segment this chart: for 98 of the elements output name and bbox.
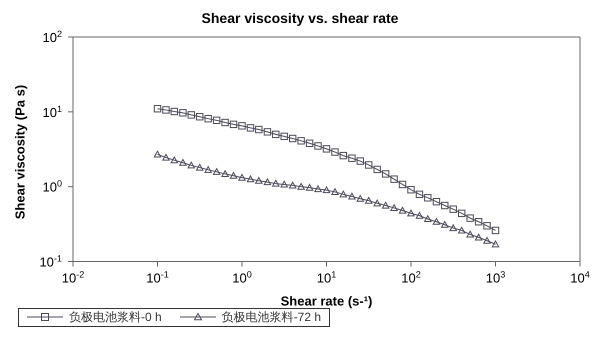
point: [230, 120, 238, 128]
point: [212, 116, 220, 124]
x-tick-label: 10$^{-2}$: [62, 270, 84, 286]
point: [230, 172, 238, 179]
point: [170, 108, 178, 116]
point: [196, 164, 204, 171]
point: [264, 178, 272, 186]
point: [322, 145, 330, 153]
x-axis-title: Shear rate (s-¹): [280, 294, 372, 308]
point: [373, 166, 381, 174]
point: [466, 230, 474, 238]
point: [398, 180, 406, 188]
x-tick-label: 10$^{0}$: [232, 270, 252, 286]
chart-title: Shear viscosity vs. shear rate: [200, 9, 400, 28]
point: [331, 188, 339, 196]
point: [272, 180, 280, 187]
point: [365, 161, 372, 169]
point: [365, 196, 372, 204]
point: [280, 180, 288, 188]
point: [441, 202, 448, 210]
point: [483, 236, 491, 244]
point: [348, 154, 356, 162]
point: [255, 126, 262, 134]
point: [424, 194, 432, 202]
legend-label: 负极电池浆料-0 h: [68, 308, 162, 326]
x-tick-label: 10$^{-1}$: [146, 270, 169, 286]
point: [179, 159, 187, 166]
point: [246, 124, 254, 132]
point: [221, 170, 229, 177]
point: [340, 190, 347, 198]
point: [483, 222, 491, 230]
point: [204, 114, 212, 122]
point: [382, 170, 390, 178]
point: [162, 154, 170, 161]
y-tick-label: 10$^{-1}$: [39, 254, 62, 270]
point: [306, 184, 314, 191]
point: [416, 212, 424, 219]
point: [450, 205, 457, 213]
point: [474, 218, 482, 226]
point: [390, 175, 398, 183]
point: [474, 234, 482, 240]
x-tick-label: 10$^{2}$: [401, 270, 421, 286]
point: [441, 221, 448, 228]
point: [348, 192, 356, 200]
point: [407, 186, 415, 194]
point: [162, 106, 170, 114]
point: [306, 140, 314, 147]
point: [331, 148, 339, 156]
point: [424, 215, 432, 222]
point: [398, 206, 406, 214]
point: [288, 134, 296, 142]
point: [450, 224, 457, 232]
point: [288, 182, 296, 188]
point: [382, 202, 390, 209]
point: [356, 157, 364, 165]
point: [255, 177, 262, 184]
x-tick-label: 10$^{4}$: [570, 270, 590, 286]
point: [314, 185, 322, 192]
point: [204, 166, 212, 173]
point: [416, 190, 424, 198]
point: [212, 168, 220, 175]
point: [458, 210, 466, 218]
x-tick-label: 10$^{3}$: [486, 270, 506, 286]
point: [238, 122, 246, 130]
point: [492, 240, 500, 248]
point: [246, 175, 254, 182]
point: [154, 105, 162, 112]
y-tick-label: 10$^{2}$: [42, 29, 62, 45]
y-tick-label: 10$^{1}$: [42, 104, 62, 120]
point: [297, 137, 305, 145]
point: [272, 130, 280, 138]
y-axis-title: Shear viscosity (Pa s): [12, 84, 28, 220]
point: [373, 200, 381, 206]
point: [322, 186, 330, 194]
point: [390, 204, 398, 211]
point: [492, 226, 500, 234]
point: [314, 142, 322, 150]
point: [196, 113, 204, 120]
point: [154, 150, 162, 158]
x-tick-label: 10$^{1}$: [316, 270, 336, 286]
point: [188, 162, 195, 168]
point: [466, 214, 474, 222]
y-tick-label: 10$^{0}$: [42, 178, 62, 195]
point: [188, 111, 195, 119]
legend-label: 负极电池浆料-72 h: [220, 308, 322, 326]
point: [432, 198, 440, 206]
point: [221, 118, 229, 126]
point: [407, 210, 415, 216]
point: [238, 174, 246, 181]
point: [356, 195, 364, 202]
point: [280, 132, 288, 140]
point: [458, 226, 466, 234]
point: [297, 182, 305, 190]
point: [179, 109, 187, 117]
point: [340, 152, 347, 160]
point: [170, 156, 178, 164]
point: [264, 128, 272, 136]
point: [432, 218, 440, 225]
